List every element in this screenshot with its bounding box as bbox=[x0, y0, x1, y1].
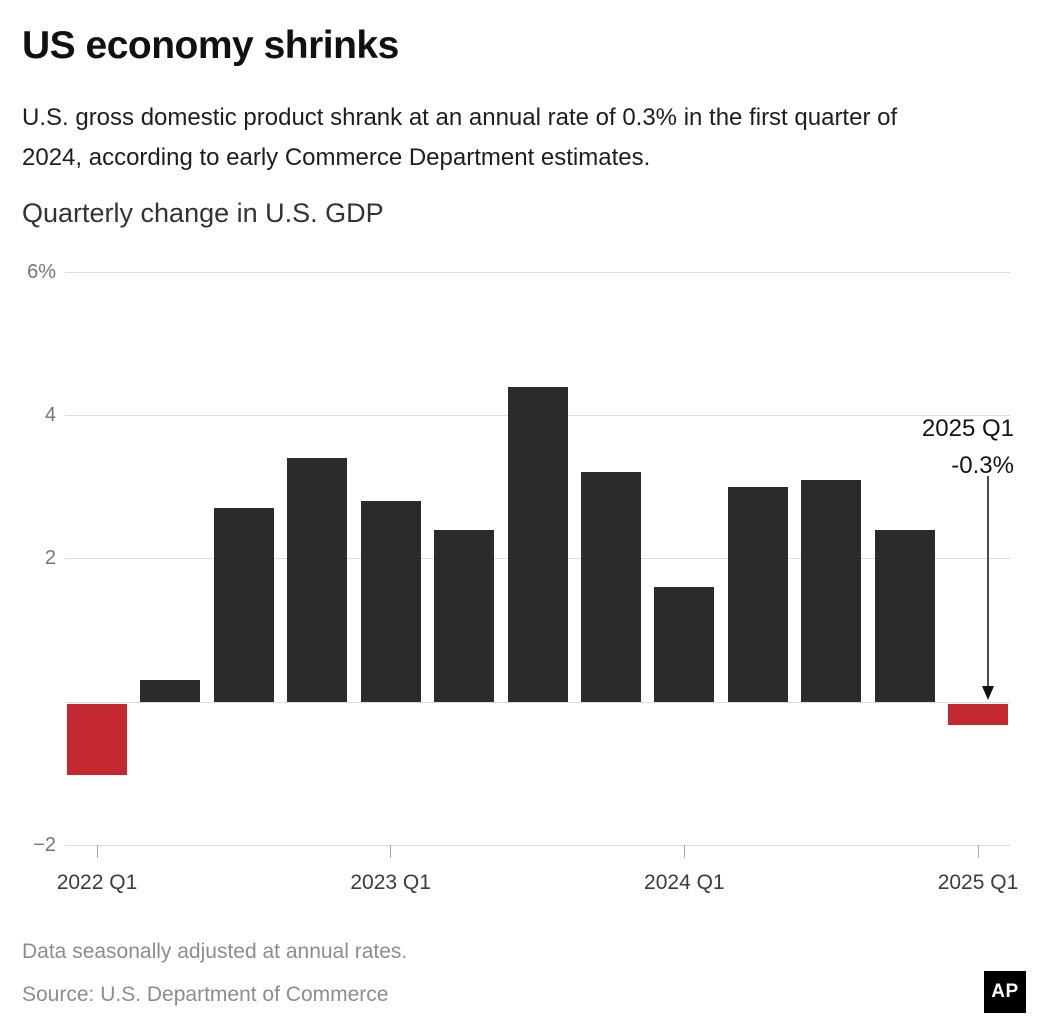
x-axis-label: 2025 Q1 bbox=[937, 870, 1019, 894]
subtitle: U.S. gross domestic product shrank at an… bbox=[22, 104, 898, 171]
bar-2022-q3 bbox=[213, 508, 274, 702]
bar-2023-q3 bbox=[507, 386, 568, 702]
bar-2023-q4 bbox=[580, 472, 641, 702]
x-axis-tick bbox=[96, 844, 98, 858]
footer-source: Source: U.S. Department of Commerce bbox=[22, 983, 389, 1006]
down-arrow-icon bbox=[982, 476, 994, 700]
bar-2023-q2 bbox=[434, 529, 495, 702]
bar-2024-q4 bbox=[874, 529, 935, 702]
page-title: US economy shrinks bbox=[22, 24, 399, 67]
gridline bbox=[65, 272, 1010, 273]
footer-note: Data seasonally adjusted at annual rates… bbox=[22, 940, 408, 963]
bar-2024-q3 bbox=[801, 479, 862, 702]
y-axis-label: 6% bbox=[27, 261, 56, 283]
x-axis-tick bbox=[977, 844, 979, 858]
bar-2022-q2 bbox=[140, 680, 201, 702]
plot-area: 2022 Q1 2023 Q1 2024 Q1 2025 Q1 bbox=[57, 272, 1018, 894]
y-axis-label: 4 bbox=[44, 404, 56, 427]
bar-2022-q1 bbox=[67, 703, 127, 776]
bar-2023-q1 bbox=[360, 501, 421, 702]
bar-2025-q1 bbox=[948, 703, 1008, 726]
chart-title: Quarterly change in U.S. GDP bbox=[22, 198, 384, 228]
x-axis-label: 2024 Q1 bbox=[644, 870, 725, 894]
bar-2022-q4 bbox=[287, 458, 348, 702]
bar-2024-q2 bbox=[727, 486, 788, 702]
ap-logo-text: AP bbox=[991, 981, 1019, 1002]
x-axis-label: 2023 Q1 bbox=[350, 870, 431, 894]
annotation-line-1: 2025 Q1 bbox=[921, 415, 1014, 442]
y-axis-label: 2 bbox=[44, 547, 56, 570]
y-axis-label: −2 bbox=[33, 833, 56, 856]
ap-logo: AP bbox=[984, 971, 1026, 1013]
gridline bbox=[65, 844, 1010, 846]
x-axis-tick bbox=[390, 844, 392, 858]
x-axis-label: 2022 Q1 bbox=[56, 870, 138, 894]
annotation: 2025 Q1 -0.3% bbox=[922, 410, 1014, 484]
chart: 2022 Q1 2023 Q1 2024 Q1 2025 Q1 2025 Q1 -0.… bbox=[0, 260, 1045, 920]
annotation-line-2: -0.3% bbox=[951, 452, 1014, 479]
bar-2024-q1 bbox=[654, 587, 715, 702]
x-axis-tick bbox=[683, 844, 685, 858]
gridline bbox=[65, 701, 1010, 703]
